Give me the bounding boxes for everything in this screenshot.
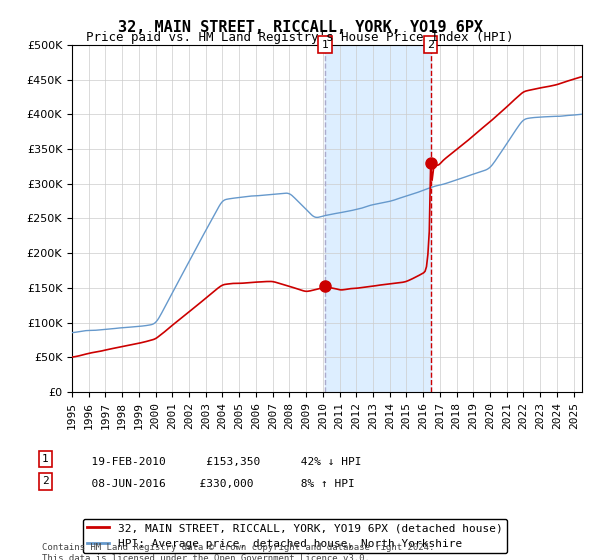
Text: 1: 1: [42, 454, 49, 464]
Text: 19-FEB-2010      £153,350      42% ↓ HPI: 19-FEB-2010 £153,350 42% ↓ HPI: [78, 457, 361, 467]
Text: 2: 2: [427, 40, 434, 50]
Text: 2: 2: [42, 477, 49, 487]
Text: 32, MAIN STREET, RICCALL, YORK, YO19 6PX: 32, MAIN STREET, RICCALL, YORK, YO19 6PX: [118, 20, 482, 35]
Bar: [325, 45, 431, 392]
Legend: 32, MAIN STREET, RICCALL, YORK, YO19 6PX (detached house), HPI: Average price, d: 32, MAIN STREET, RICCALL, YORK, YO19 6PX…: [83, 519, 508, 553]
Text: Price paid vs. HM Land Registry's House Price Index (HPI): Price paid vs. HM Land Registry's House …: [86, 31, 514, 44]
Text: 08-JUN-2016     £330,000       8% ↑ HPI: 08-JUN-2016 £330,000 8% ↑ HPI: [78, 479, 355, 489]
Text: 1: 1: [322, 40, 328, 50]
Text: Contains HM Land Registry data © Crown copyright and database right 2024.
This d: Contains HM Land Registry data © Crown c…: [42, 543, 434, 560]
